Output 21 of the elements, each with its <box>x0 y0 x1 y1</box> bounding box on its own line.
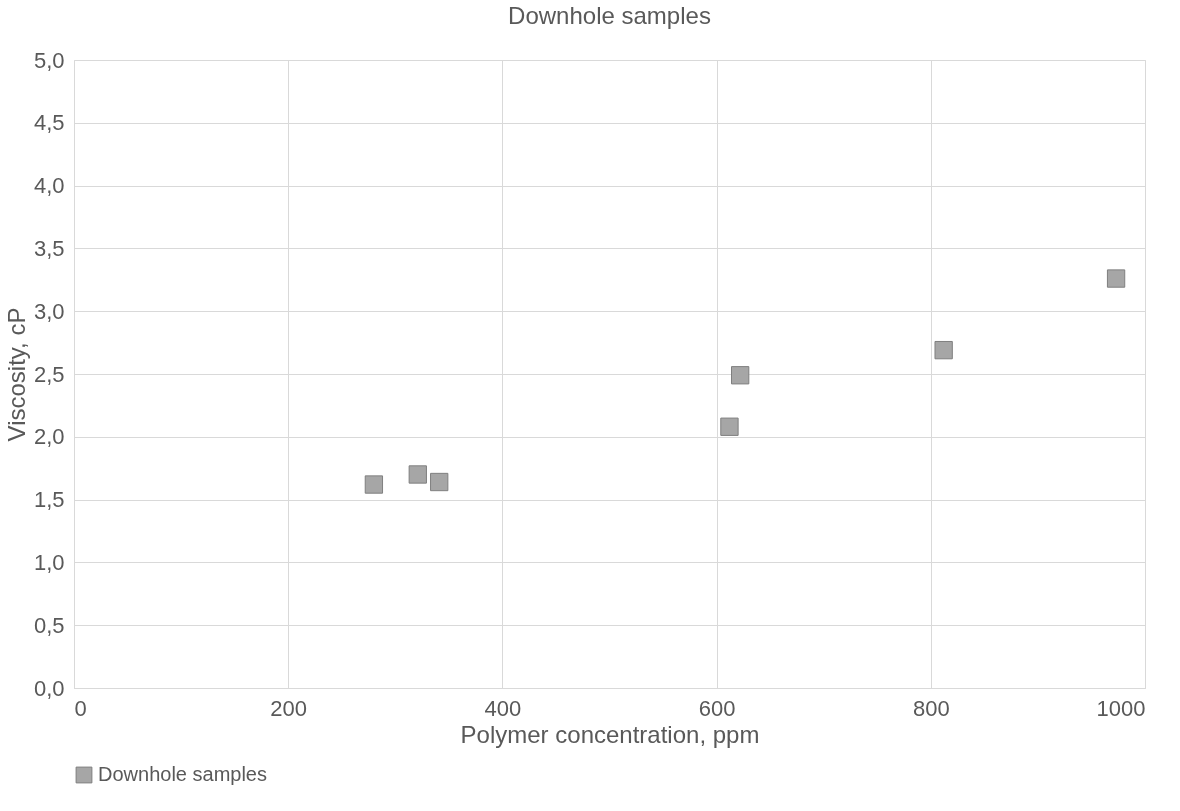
y-tick-label: 3,5 <box>33 235 65 261</box>
y-tick-label: 3,0 <box>33 298 65 324</box>
y-tick-label: 0,5 <box>33 612 65 638</box>
x-tick-label: 1000 <box>1096 695 1146 721</box>
y-tick-label: 4,5 <box>33 110 65 136</box>
y-tick-label: 2,0 <box>33 424 65 450</box>
y-tick-label: 0,0 <box>33 675 65 701</box>
x-tick-label: 800 <box>912 695 950 721</box>
y-tick-label: 1,0 <box>33 549 65 575</box>
x-tick-label: 400 <box>484 695 522 721</box>
y-axis-title: Viscosity, cP <box>2 307 30 442</box>
y-tick-label: 1,5 <box>33 487 65 513</box>
legend-label: Downhole samples <box>98 763 267 785</box>
x-tick-label: 0 <box>74 695 87 721</box>
y-tick-label: 5,0 <box>33 47 65 73</box>
x-axis-title: Polymer concentration, ppm <box>460 720 760 748</box>
y-tick-label: 2,5 <box>33 361 65 387</box>
y-tick-label: 4,0 <box>33 173 65 199</box>
chart-title: Downhole samples <box>508 2 711 29</box>
x-tick-label: 200 <box>270 695 308 721</box>
x-tick-label: 600 <box>698 695 736 721</box>
